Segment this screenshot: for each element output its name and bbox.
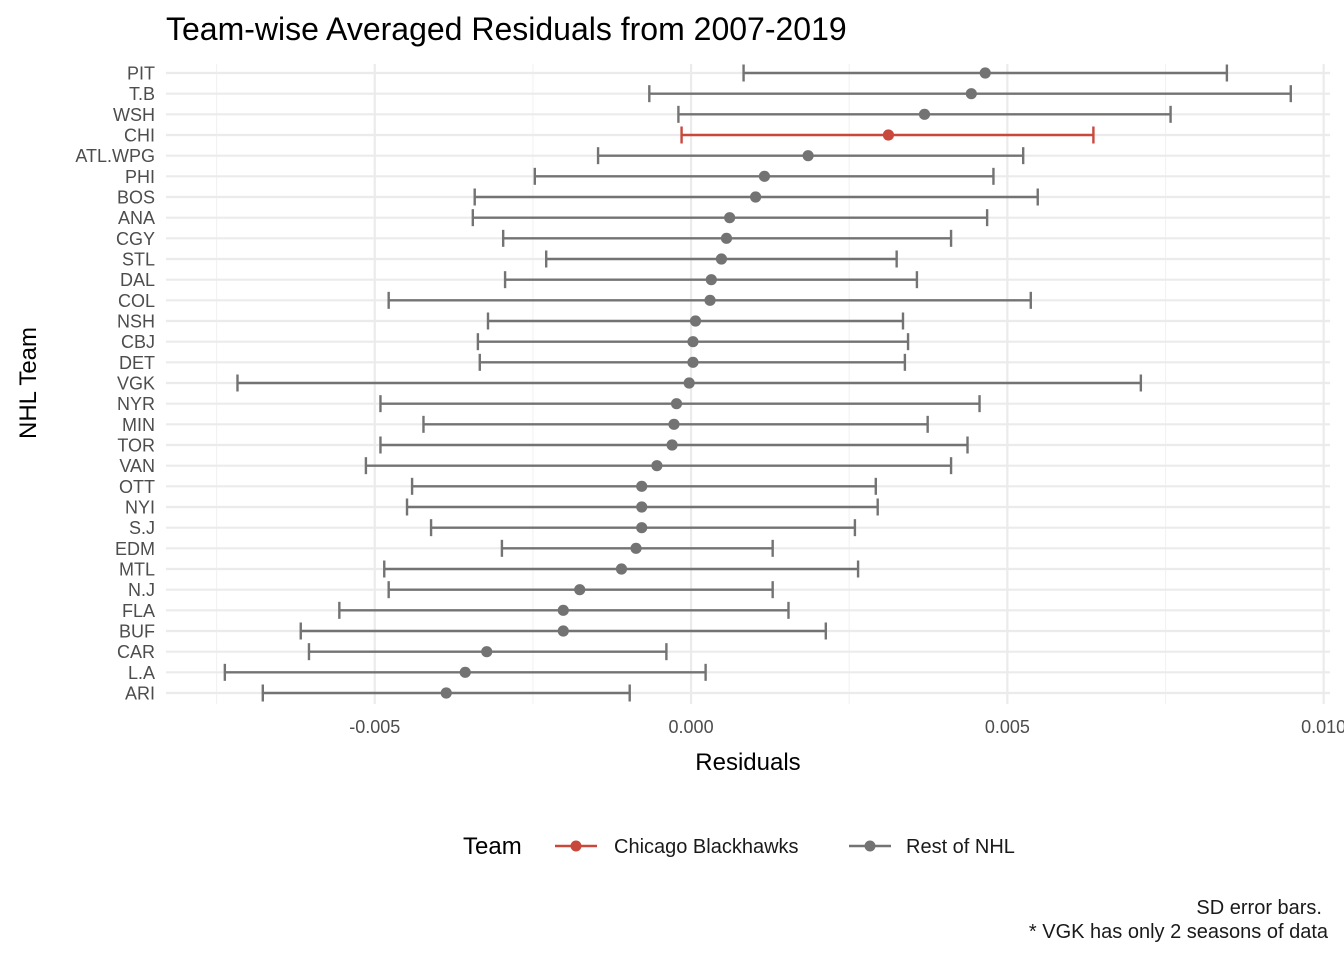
point-CAR: [481, 646, 493, 658]
y-tick-label: NYI: [125, 498, 155, 518]
y-tick-label: OTT: [119, 477, 155, 497]
caption-line-2: * VGK has only 2 seasons of data: [1029, 921, 1329, 943]
y-tick-label: PHI: [125, 167, 155, 187]
y-tick-label: DET: [119, 353, 155, 373]
point-DAL: [705, 274, 717, 286]
point-T.B: [965, 88, 977, 100]
y-tick-label: EDM: [115, 539, 155, 559]
point-MIN: [668, 418, 680, 430]
point-BOS: [749, 191, 762, 203]
legend-title: Team: [463, 833, 522, 860]
x-axis-title: Residuals: [695, 749, 800, 776]
y-tick-label: PIT: [127, 64, 155, 84]
point-STL: [715, 253, 728, 265]
point-VAN: [651, 460, 663, 472]
point-FLA: [557, 604, 569, 616]
point-ARI: [440, 687, 452, 699]
point-EDM: [630, 542, 642, 554]
y-tick-label: L.A: [128, 663, 155, 683]
point-S.J: [636, 522, 648, 534]
y-tick-label: MIN: [122, 415, 155, 435]
y-tick-label: COL: [118, 291, 155, 311]
point-N.J: [574, 584, 586, 596]
y-axis-title: NHL Team: [15, 327, 42, 439]
point-DET: [687, 356, 699, 368]
x-tick-label: -0.005: [349, 717, 400, 737]
legend-label-rest: Rest of NHL: [906, 836, 1015, 858]
y-tick-label: ANA: [118, 208, 155, 228]
point-TOR: [666, 439, 678, 451]
y-tick-label: STL: [122, 250, 155, 270]
point-NYR: [670, 398, 683, 410]
y-tick-label: TOR: [117, 436, 155, 456]
point-PIT: [979, 67, 991, 79]
point-CHI: [882, 129, 895, 141]
point-CGY: [720, 232, 733, 244]
y-tick-label: VGK: [117, 374, 155, 394]
y-tick-label: N.J: [128, 580, 155, 600]
x-tick-label: 0.010: [1301, 717, 1344, 737]
y-tick-label: FLA: [122, 601, 155, 621]
y-tick-label: DAL: [120, 270, 155, 290]
y-tick-label: CAR: [117, 642, 155, 662]
point-VGK: [683, 377, 695, 389]
y-tick-label: CGY: [116, 229, 155, 249]
point-PHI: [758, 170, 771, 182]
y-tick-labels: PITT.BWSHCHIATL.WPGPHIBOSANACGYSTLDALCOL…: [75, 64, 155, 704]
chart-title: Team-wise Averaged Residuals from 2007-2…: [166, 11, 847, 47]
point-NSH: [689, 315, 702, 327]
point-COL: [704, 294, 716, 306]
y-tick-label: VAN: [119, 456, 155, 476]
legend-key-rest-point: [864, 840, 876, 852]
point-ANA: [724, 212, 736, 224]
point-MTL: [615, 563, 628, 575]
caption-line-1: SD error bars.: [1196, 897, 1322, 919]
y-tick-label: CBJ: [121, 332, 155, 352]
legend-label-chicago: Chicago Blackhawks: [614, 836, 799, 858]
error-bars: [223, 64, 1292, 702]
y-tick-label: T.B: [129, 84, 155, 104]
legend: Team Chicago Blackhawks Rest of NHL: [463, 833, 1015, 860]
y-tick-label: MTL: [119, 560, 155, 580]
y-tick-label: WSH: [113, 105, 155, 125]
point-L.A: [459, 666, 471, 678]
x-tick-label: 0.005: [985, 717, 1030, 737]
legend-key-chicago-point: [570, 840, 582, 852]
y-tick-label: ATL.WPG: [75, 146, 155, 166]
y-tick-label: NYR: [117, 394, 155, 414]
y-tick-label: NSH: [117, 312, 155, 332]
point-ATL.WPG: [802, 150, 814, 162]
y-tick-label: ARI: [125, 684, 155, 704]
point-NYI: [636, 501, 648, 513]
point-OTT: [636, 480, 648, 492]
x-tick-label: 0.000: [669, 717, 714, 737]
point-BUF: [557, 625, 569, 637]
y-tick-label: BOS: [117, 188, 155, 208]
x-tick-labels: -0.005 0.000 0.005 0.010: [349, 717, 1344, 737]
y-tick-label: S.J: [129, 518, 155, 538]
point-WSH: [918, 108, 931, 120]
y-tick-label: CHI: [124, 126, 155, 146]
y-tick-label: BUF: [119, 622, 155, 642]
point-CBJ: [687, 336, 699, 348]
